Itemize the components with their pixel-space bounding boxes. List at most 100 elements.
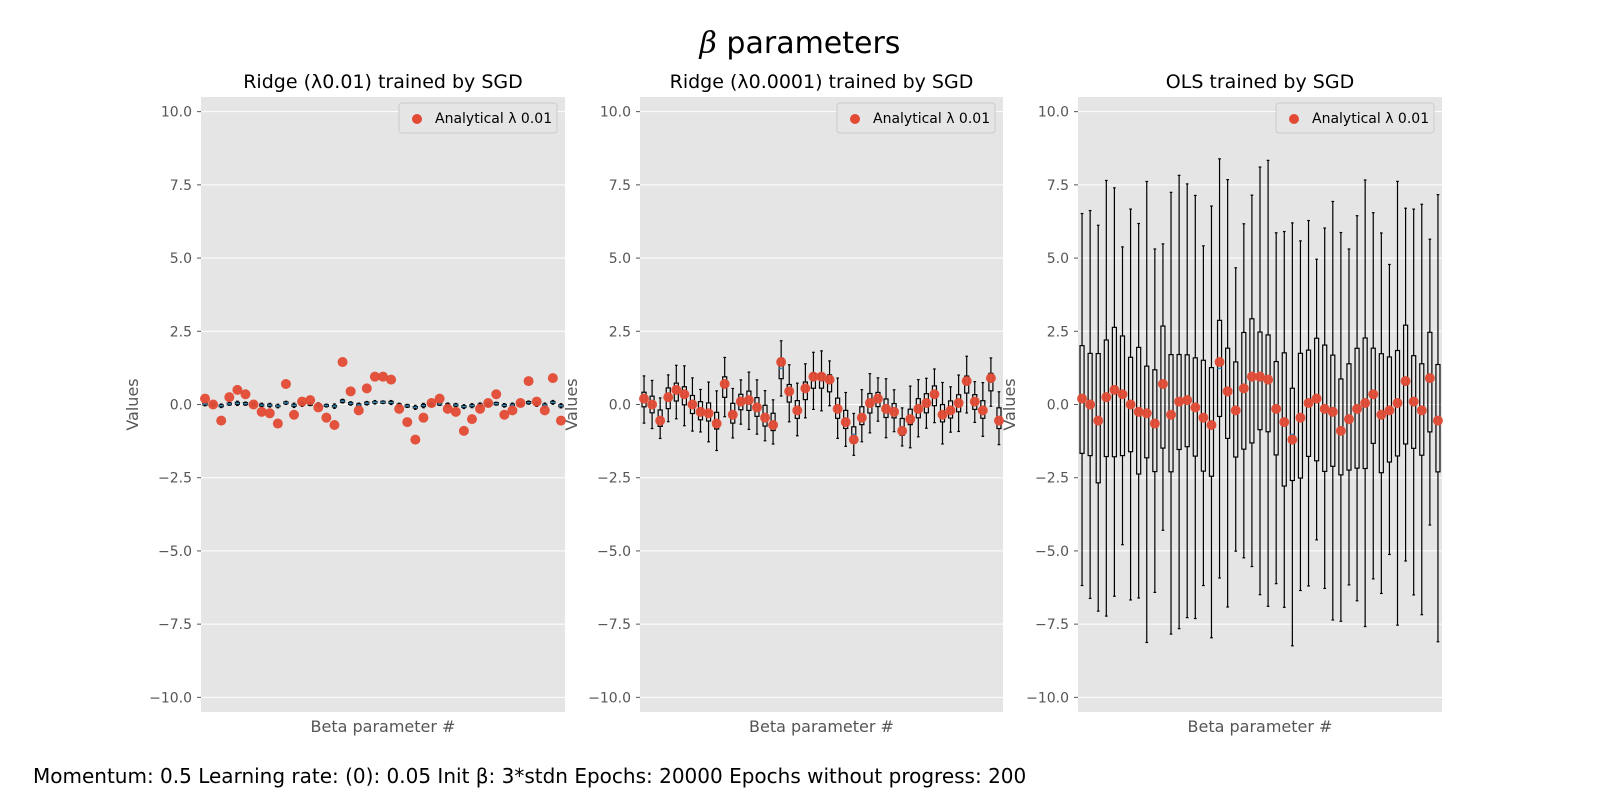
analytical-point — [864, 398, 875, 409]
analytical-point — [458, 425, 469, 436]
box-param-37 — [493, 401, 499, 406]
analytical-point — [507, 405, 518, 416]
analytical-point — [394, 403, 405, 414]
box-param-17 — [331, 403, 338, 409]
analytical-point — [969, 396, 980, 407]
box-param-18 — [1216, 158, 1223, 579]
analytical-point — [1133, 406, 1144, 417]
analytical-point — [1190, 402, 1201, 413]
analytical-point — [547, 373, 558, 384]
analytical-point — [1117, 389, 1128, 400]
analytical-point — [800, 383, 811, 394]
box-param-12 — [291, 402, 297, 409]
analytical-point — [824, 374, 835, 385]
box-param-45 — [558, 403, 564, 409]
y-tick-label: 2.5 — [1047, 324, 1069, 340]
analytical-point — [1182, 395, 1193, 406]
analytical-point — [208, 399, 219, 410]
analytical-point — [1392, 398, 1403, 409]
analytical-point — [671, 384, 682, 395]
legend-box — [836, 102, 996, 134]
legend-box — [1275, 102, 1435, 134]
subplot-title: Ridge (λ0.0001) trained by SGD — [670, 71, 974, 93]
x-axis-label: Beta parameter # — [1188, 717, 1333, 736]
analytical-point — [784, 386, 795, 397]
y-tick-label: 2.5 — [609, 324, 631, 340]
box-param-33 — [1338, 231, 1344, 622]
box-param-19 — [348, 401, 354, 406]
analytical-point — [719, 379, 730, 389]
analytical-point — [889, 406, 900, 417]
analytical-point — [872, 393, 883, 404]
box-param-21 — [364, 400, 370, 406]
analytical-point — [264, 408, 275, 419]
y-tick-label: 10.0 — [161, 105, 192, 121]
subplot-2: −10.0 −7.5 −5.0 −2.5 0.0 2.5 5.0 7.5 10.0 Analyti… — [562, 71, 1004, 736]
analytical-point — [703, 408, 714, 419]
analytical-point — [1271, 403, 1282, 414]
y-tick-label: 2.5 — [170, 324, 192, 340]
analytical-point — [499, 409, 510, 420]
analytical-point — [1416, 405, 1427, 416]
y-axis-label: Values — [123, 378, 142, 430]
box-param-27 — [1289, 222, 1295, 647]
box-param-6 — [242, 401, 249, 406]
analytical-point — [655, 415, 666, 426]
analytical-point — [792, 405, 803, 416]
analytical-point — [881, 403, 892, 414]
analytical-point — [760, 412, 771, 423]
y-tick-label: −2.5 — [1035, 471, 1069, 487]
analytical-point — [1125, 399, 1136, 410]
analytical-point — [289, 409, 300, 420]
analytical-point — [1166, 409, 1177, 420]
box-param-3 — [218, 403, 224, 409]
analytical-point — [240, 389, 251, 400]
y-tick-label: −10.0 — [588, 690, 631, 706]
y-tick-label: 10.0 — [1038, 105, 1069, 121]
analytical-point — [1368, 389, 1379, 400]
analytical-point — [639, 393, 650, 404]
analytical-point — [224, 392, 235, 403]
legend-marker — [1289, 114, 1299, 124]
y-tick-label: 5.0 — [609, 251, 631, 267]
analytical-point — [216, 415, 227, 426]
analytical-point — [687, 399, 698, 410]
box-param-38 — [501, 402, 507, 408]
analytical-point — [200, 393, 211, 404]
box-param-26 — [404, 403, 410, 409]
x-axis-label: Beta parameter # — [311, 717, 456, 736]
box-param-28 — [420, 402, 427, 409]
box-param-8 — [259, 402, 265, 408]
hyperparameter-footer: Momentum: 0.5 Learning rate: (0): 0.05 I… — [33, 764, 1027, 788]
subplot-1: −10.0 −7.5 −5.0 −2.5 0.0 2.5 5.0 7.5 10.0 Analyti… — [123, 71, 566, 736]
y-tick-label: 10.0 — [600, 105, 631, 121]
y-tick-label: 0.0 — [1047, 398, 1069, 414]
analytical-point — [1246, 371, 1257, 382]
analytical-point — [856, 412, 867, 423]
analytical-point — [679, 389, 690, 400]
analytical-point — [1263, 374, 1274, 385]
analytical-point — [808, 371, 819, 382]
analytical-point — [1101, 392, 1112, 403]
y-tick-label: 5.0 — [1047, 251, 1069, 267]
analytical-point — [1149, 418, 1160, 429]
analytical-point — [1279, 417, 1290, 428]
y-tick-label: 7.5 — [609, 178, 631, 194]
analytical-point — [840, 417, 851, 428]
analytical-point — [369, 371, 380, 382]
analytical-point — [475, 403, 486, 414]
figure-title-text: parameters — [716, 26, 901, 61]
analytical-point — [1157, 379, 1168, 389]
analytical-point — [1343, 414, 1354, 425]
analytical-point — [1400, 376, 1411, 387]
y-tick-label: 5.0 — [170, 251, 192, 267]
analytical-point — [953, 398, 964, 409]
y-tick-label: −7.5 — [1035, 617, 1069, 633]
legend-label: Analytical λ 0.01 — [435, 111, 552, 127]
legend-marker — [850, 114, 860, 124]
y-tick-label: −10.0 — [149, 690, 192, 706]
analytical-point — [937, 409, 948, 420]
box-param-23 — [380, 400, 386, 405]
analytical-point — [1230, 405, 1241, 416]
figure-title: β parameters — [0, 26, 1600, 61]
